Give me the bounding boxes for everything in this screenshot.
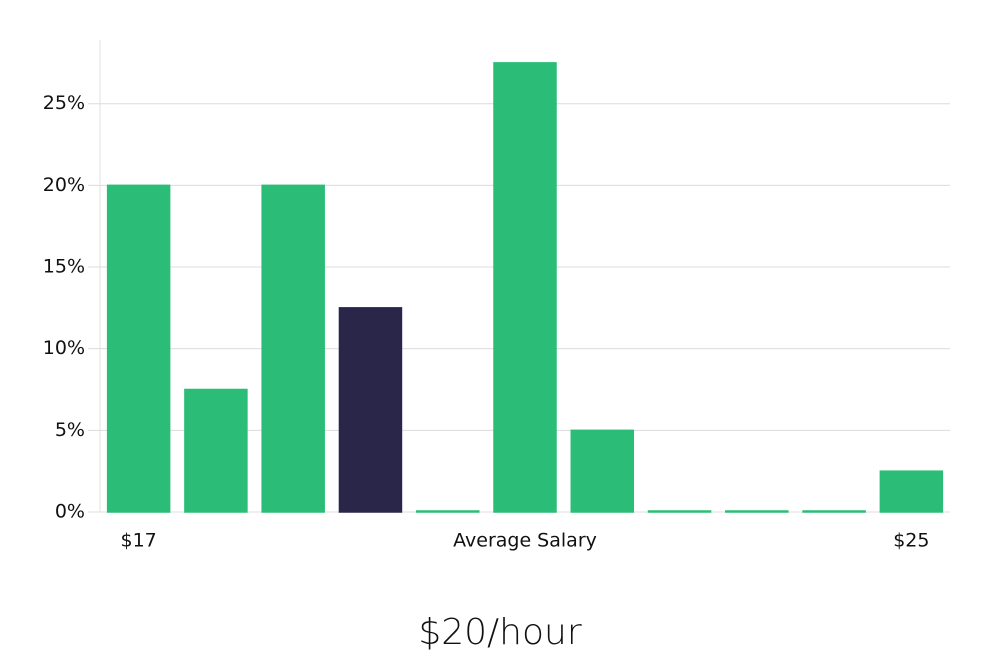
bar [879,470,944,513]
y-tick-label: 10% [43,337,85,359]
bar [802,510,866,513]
y-tick-label: 5% [55,419,85,441]
bar [493,62,557,513]
bar [261,184,325,513]
bar [647,510,712,513]
chart-caption: $20/hour [418,612,582,653]
y-tick-label: 25% [43,92,85,114]
x-tick-label: $17 [121,530,157,552]
x-tick-label: Average Salary [453,530,597,552]
y-tick-label: 15% [43,256,85,278]
y-tick-label: 20% [43,174,85,196]
bar [338,307,403,513]
bar [570,429,635,513]
bar [106,184,171,513]
bar [415,510,480,513]
y-tick-label: 0% [55,501,85,523]
x-tick-label: $25 [893,530,929,552]
bar [725,510,789,513]
bar [184,388,248,513]
